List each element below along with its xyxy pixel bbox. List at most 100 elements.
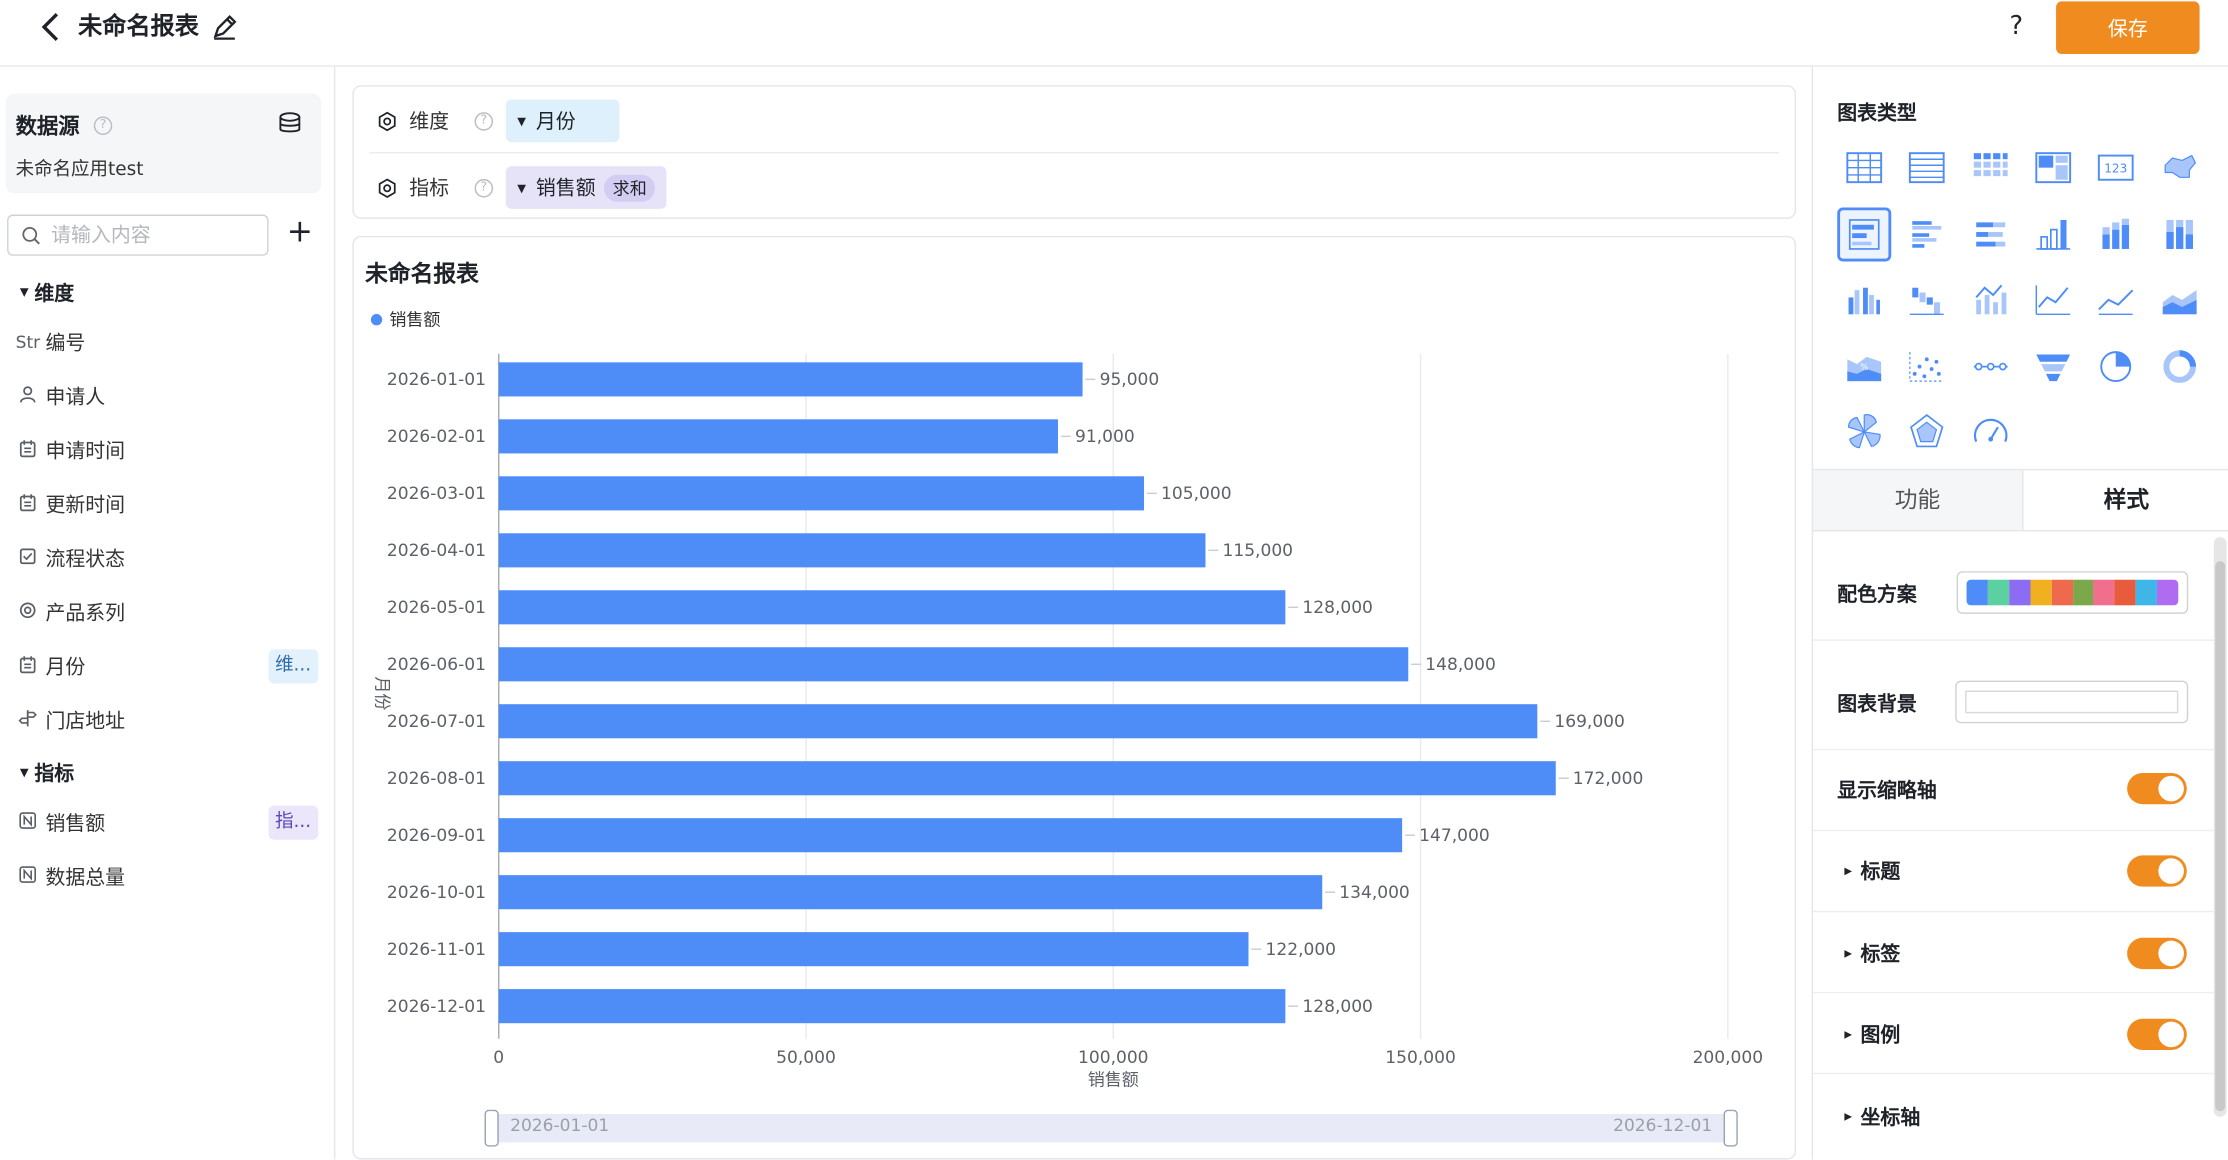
edit-title-button[interactable] — [210, 13, 238, 41]
ring-icon[interactable] — [2152, 339, 2206, 393]
field-item-申请人[interactable]: 申请人 — [16, 377, 319, 417]
field-item-更新时间[interactable]: 更新时间 — [16, 485, 319, 525]
field-item-编号[interactable]: Str 编号 — [15, 332, 86, 356]
chart-legend[interactable]: 销售额 — [370, 307, 441, 331]
caret-down-icon[interactable]: ▼ — [517, 181, 526, 194]
indicator-group-toggle[interactable]: ▼ 指标 — [19, 763, 75, 786]
palette-swatch — [1987, 579, 2009, 606]
tag-section-toggle[interactable]: ▶ 标签 — [1844, 943, 1901, 967]
panel-tabs: 功能 样式 — [1813, 468, 2228, 532]
palette-swatch — [2135, 579, 2158, 606]
pencil-icon — [213, 15, 237, 40]
percent-area-icon[interactable]: % — [1837, 339, 1891, 393]
field-item-数据总量[interactable]: 数据总量 — [16, 857, 319, 897]
checkbox-icon — [16, 547, 39, 570]
svg-text:123: 123 — [2104, 161, 2127, 175]
title-toggle[interactable] — [2127, 855, 2187, 887]
scrollbar-thumb[interactable] — [2215, 561, 2226, 1112]
number-icon — [16, 865, 39, 888]
legend-toggle[interactable] — [2127, 1018, 2187, 1051]
thumbnail-axis-toggle[interactable] — [2127, 772, 2187, 805]
field-item-门店地址[interactable]: 门店地址 — [16, 701, 319, 741]
datasource-help-icon[interactable]: ? — [93, 116, 113, 135]
rose-icon[interactable] — [1837, 406, 1891, 460]
horizontal-bar-icon[interactable] — [1837, 206, 1892, 261]
legend-section-toggle[interactable]: ▶ 图例 — [1844, 1024, 1901, 1048]
tag-toggle[interactable] — [2127, 937, 2187, 970]
pivot-table-icon[interactable] — [2026, 141, 2080, 195]
title-section-toggle[interactable]: ▶ 标题 — [1844, 861, 1901, 884]
palette-selector[interactable] — [1956, 571, 2189, 614]
stacked-column-icon[interactable] — [2089, 207, 2143, 261]
y-tick-label: 2026-10-01 — [387, 883, 486, 903]
divider — [1813, 991, 2226, 994]
tab-style[interactable]: 样式 — [2103, 485, 2150, 513]
database-icon[interactable] — [276, 109, 304, 137]
help-button[interactable]: ? — [2009, 11, 2024, 42]
tab-function[interactable]: 功能 — [1813, 470, 2024, 531]
aggregation-tag[interactable]: 求和 — [604, 174, 656, 202]
detail-table-icon[interactable] — [1900, 141, 1954, 195]
caret-down-icon[interactable]: ▼ — [517, 114, 526, 128]
add-field-button[interactable]: + — [286, 214, 313, 251]
zoom-handle-right[interactable] — [1723, 1109, 1738, 1147]
bar — [498, 989, 1286, 1024]
stacked-area-icon[interactable] — [2152, 273, 2206, 327]
grouped-bar-icon[interactable] — [1900, 207, 1954, 261]
save-button[interactable]: 保存 — [2056, 1, 2200, 54]
cross-table-icon[interactable] — [1963, 141, 2017, 195]
x-axis-title: 销售额 — [1088, 1071, 1139, 1091]
data-label: 128,000 — [1302, 997, 1373, 1017]
axis-section-toggle[interactable]: ▶ 坐标轴 — [1844, 1106, 1921, 1130]
x-tick-label: 100,000 — [1078, 1048, 1149, 1068]
datasource-name: 未命名应用test — [15, 159, 144, 181]
y-tick-label: 2026-09-01 — [387, 826, 486, 846]
help-icon[interactable]: ? — [474, 178, 494, 197]
dimension-group-toggle[interactable]: ▼ 维度 — [19, 282, 75, 306]
field-item-申请时间[interactable]: 申请时间 — [16, 431, 319, 471]
combo-icon[interactable] — [1963, 273, 2017, 327]
grouped-column-icon[interactable] — [1837, 273, 1891, 327]
field-item-月份[interactable]: 月份 维... — [16, 647, 319, 687]
data-zoom-slider[interactable]: 2026-01-01 2026-12-01 — [484, 1109, 1738, 1147]
funnel-icon[interactable] — [2026, 339, 2080, 393]
waterfall-icon[interactable] — [1900, 273, 1954, 327]
settings-icon — [378, 177, 396, 198]
background-color-picker[interactable] — [1955, 680, 2189, 724]
string-type-icon: Str — [15, 332, 41, 353]
help-icon[interactable]: ? — [474, 111, 494, 131]
y-tick-label: 2026-01-01 — [387, 370, 486, 390]
y-tick-label: 2026-04-01 — [387, 541, 486, 561]
back-button[interactable] — [31, 6, 71, 49]
divider — [1813, 1072, 2226, 1075]
scatter-icon[interactable] — [1900, 339, 1954, 393]
field-item-产品系列[interactable]: 产品系列 — [16, 593, 319, 633]
area-icon[interactable] — [2089, 273, 2143, 327]
indicator-card-icon[interactable]: 123 — [2089, 141, 2143, 195]
table-icon[interactable] — [1837, 141, 1891, 195]
divider — [1813, 829, 2226, 832]
dot-line-icon[interactable] — [1963, 339, 2017, 393]
y-tick-label: 2026-05-01 — [387, 598, 486, 618]
line-icon[interactable] — [2026, 273, 2080, 327]
indicator-pill[interactable]: ▼ 销售额 求和 — [505, 166, 667, 209]
stacked-bar-icon[interactable] — [1963, 207, 2017, 261]
map-icon[interactable] — [2152, 141, 2206, 195]
field-item-销售额[interactable]: 销售额 指... — [16, 803, 319, 843]
gauge-icon[interactable] — [1963, 406, 2017, 460]
data-label: 91,000 — [1075, 427, 1135, 447]
search-input[interactable] — [51, 221, 265, 251]
bar — [498, 476, 1145, 511]
y-tick-label: 2026-03-01 — [387, 484, 486, 504]
field-item-流程状态[interactable]: 流程状态 — [16, 539, 319, 579]
zoom-handle-left[interactable] — [484, 1109, 499, 1147]
column-icon[interactable] — [2026, 207, 2080, 261]
y-tick-label: 2026-11-01 — [387, 940, 486, 960]
pie-icon[interactable] — [2089, 339, 2143, 393]
percent-column-icon[interactable] — [2152, 207, 2206, 261]
caret-right-icon: ▶ — [1844, 865, 1853, 877]
dimension-pill[interactable]: ▼ 月份 — [505, 99, 620, 143]
calendar-icon — [16, 493, 39, 516]
radar-icon[interactable] — [1900, 406, 1954, 460]
bar — [498, 362, 1083, 397]
